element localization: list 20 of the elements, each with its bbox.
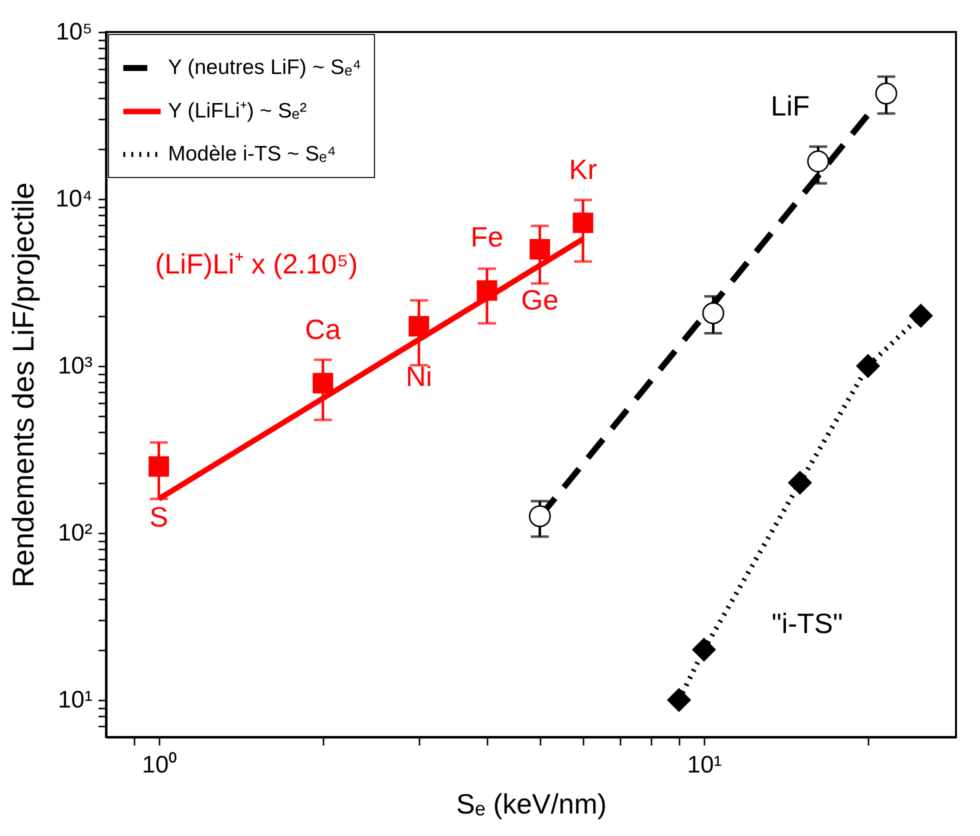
annotation: (LiF)Li⁺ x (2.10⁵)	[155, 248, 358, 280]
data-label: Ca	[305, 314, 342, 346]
y-tick-label: 10²	[58, 519, 93, 546]
x-axis-title: Sₑ (keV/nm)	[456, 788, 607, 820]
y-tick-label: 10⁵	[56, 18, 92, 46]
legend-label: Y (LiFLi⁺) ~ Sₑ²	[168, 100, 307, 122]
annotation: LiF	[770, 90, 810, 122]
data-label: S	[149, 502, 168, 533]
y-tick-label: 10⁴	[55, 185, 92, 212]
data-label: Kr	[569, 154, 598, 185]
y-axis-title: Rendements des LiF/projectile	[7, 182, 40, 588]
y-tick-label: 10³	[58, 352, 93, 380]
data-label: Fe	[470, 222, 504, 253]
data-label: Ge	[521, 284, 559, 316]
legend-label: Modèle i-TS ~ Sₑ⁴	[168, 142, 336, 166]
legend-label: Y (neutres LiF) ~ Sₑ⁴	[168, 56, 362, 79]
annotation: "i-TS"	[772, 608, 843, 639]
data-label: Ni	[406, 361, 432, 392]
x-tick-label: 10⁰	[142, 752, 177, 778]
y-tick-label: 10¹	[58, 686, 93, 714]
